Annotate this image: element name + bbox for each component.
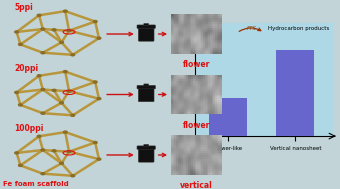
Y-axis label: FTY: FTY (189, 74, 194, 85)
Circle shape (15, 152, 18, 154)
Circle shape (15, 31, 18, 33)
Circle shape (97, 158, 101, 160)
FancyBboxPatch shape (144, 144, 149, 146)
Text: Hydrocarbon products: Hydrocarbon products (269, 26, 330, 31)
Circle shape (15, 91, 18, 94)
Circle shape (93, 81, 97, 83)
Circle shape (93, 21, 97, 23)
Bar (276, 50, 314, 136)
FancyArrowPatch shape (239, 28, 261, 31)
Text: FTS: FTS (246, 26, 256, 31)
Circle shape (93, 141, 97, 144)
Text: 100ppi: 100ppi (14, 124, 44, 133)
Circle shape (71, 114, 75, 116)
Circle shape (63, 71, 67, 73)
Circle shape (67, 151, 71, 153)
Circle shape (67, 30, 71, 32)
Bar (209, 98, 247, 136)
Circle shape (97, 37, 101, 39)
Circle shape (41, 28, 45, 30)
FancyBboxPatch shape (138, 148, 154, 162)
Circle shape (52, 29, 56, 31)
FancyBboxPatch shape (138, 87, 154, 102)
Circle shape (60, 102, 63, 104)
FancyBboxPatch shape (137, 85, 155, 89)
Text: flower: flower (183, 121, 210, 130)
Circle shape (41, 88, 45, 91)
Bar (172, 15, 221, 53)
FancyBboxPatch shape (137, 146, 155, 149)
Text: flower: flower (183, 60, 210, 70)
Circle shape (41, 112, 45, 114)
Bar (172, 76, 221, 113)
Circle shape (37, 135, 41, 137)
FancyBboxPatch shape (137, 25, 155, 28)
Circle shape (52, 89, 56, 91)
Circle shape (19, 43, 22, 46)
Circle shape (63, 10, 67, 12)
Circle shape (60, 41, 63, 43)
Circle shape (41, 173, 45, 175)
Circle shape (41, 149, 45, 151)
Circle shape (37, 14, 41, 16)
Text: vertical: vertical (180, 181, 213, 189)
Circle shape (60, 162, 63, 164)
Text: Fe foam scaffold: Fe foam scaffold (3, 181, 69, 187)
Circle shape (52, 150, 56, 152)
Circle shape (19, 164, 22, 167)
Circle shape (67, 90, 71, 92)
Circle shape (71, 175, 75, 177)
Circle shape (71, 54, 75, 56)
Circle shape (97, 98, 101, 100)
Circle shape (41, 52, 45, 54)
Text: CO+H$_2$: CO+H$_2$ (200, 26, 221, 35)
Bar (172, 136, 221, 174)
FancyBboxPatch shape (144, 23, 149, 26)
Text: 20ppi: 20ppi (14, 64, 38, 73)
Circle shape (37, 75, 41, 77)
FancyBboxPatch shape (144, 84, 149, 86)
FancyBboxPatch shape (138, 27, 154, 41)
Circle shape (19, 104, 22, 106)
Circle shape (63, 131, 67, 133)
Text: 5ppi: 5ppi (14, 3, 33, 12)
